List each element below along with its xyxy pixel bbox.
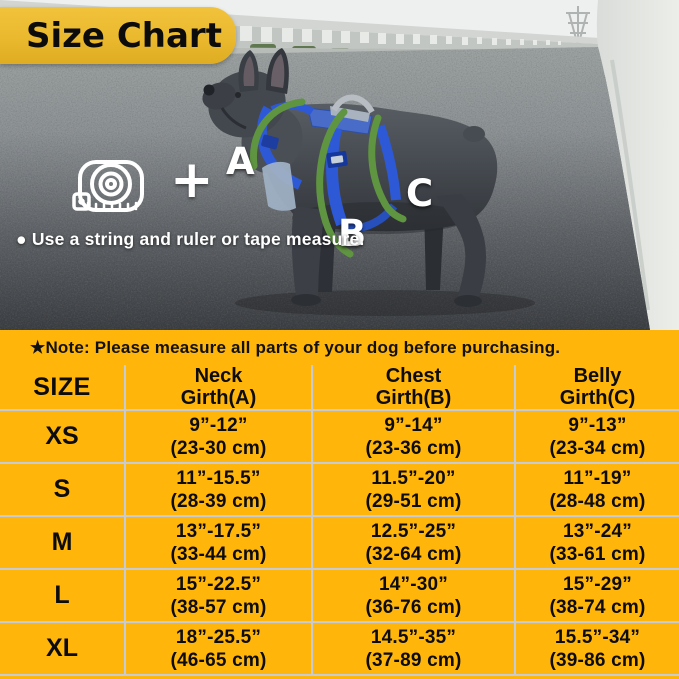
marker-c-label: C (406, 172, 434, 215)
tape-measure-icon (72, 160, 144, 212)
column-header-belly: Belly Girth(C) (514, 365, 679, 410)
table-row-xs: XS 9”-12” (23-30 cm) 9”-14” (23-36 cm) 9”-… (0, 409, 679, 463)
plus-icon: + (170, 150, 214, 210)
size-chart-banner: Size Chart (0, 7, 236, 64)
table-row-s: S 11”-15.5” (28-39 cm) 11.5”-20” (29-51 cm… (0, 462, 679, 516)
measurement-arcs (250, 98, 407, 258)
marker-b-label: B (338, 212, 367, 255)
product-photo: Size Chart + A B C ● Use a string and ru… (0, 0, 679, 330)
neck-arc-a (250, 98, 306, 170)
note-text: ★Note: Please measure all parts of your … (30, 337, 561, 357)
size-label: L (54, 581, 70, 609)
size-label: XS (45, 422, 79, 450)
table-row-xl: XL 18”-25.5” (46-65 cm) 14.5”-35” (37-89 c… (0, 621, 679, 676)
instruction-text: ● Use a string and ruler or tape measure… (16, 229, 365, 249)
column-header-chest: Chest Girth(B) (311, 365, 515, 410)
belly-arc-c (368, 114, 407, 223)
size-label: XL (46, 634, 78, 662)
table-header-row: SIZE Neck Girth(A) Chest Girth(B) Belly Gir… (0, 365, 679, 410)
table-row-m: M 13”-17.5” (33-44 cm) 12.5”-25” (32-64 cm… (0, 515, 679, 569)
size-label: M (51, 528, 73, 556)
chest-arc-b (316, 108, 354, 258)
marker-a-label: A (226, 140, 255, 183)
photo-scene (0, 0, 679, 330)
page-title: Size Chart (26, 15, 222, 56)
size-table: SIZE Neck Girth(A) Chest Girth(B) Belly Gir… (0, 365, 679, 676)
size-chart-panel: ★Note: Please measure all parts of your … (0, 330, 679, 679)
column-header-size: SIZE (33, 373, 91, 401)
size-label: S (53, 475, 71, 503)
table-row-l: L 15”-22.5” (38-57 cm) 14”-30” (36-76 cm) … (0, 568, 679, 622)
column-header-neck: Neck Girth(A) (124, 365, 312, 410)
